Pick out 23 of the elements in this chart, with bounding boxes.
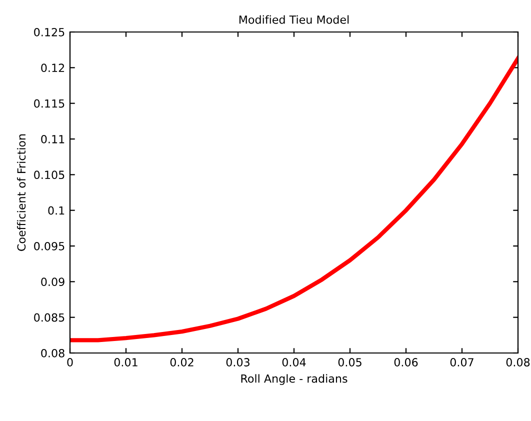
chart-title: Modified Tieu Model [239,15,349,24]
x-tick-label: 0.05 [338,358,362,366]
x-tick-label: 0.07 [450,358,474,366]
y-tick-label: 0.08 [41,348,64,358]
x-tick-label: 0.01 [114,358,138,366]
y-tick-label: 0.1 [48,206,64,215]
x-tick-label: 0.02 [170,358,194,366]
x-tick-label: 0.04 [282,358,306,366]
y-axis-title: Coefficient of Friction [17,134,26,251]
y-tick-label: 0.085 [34,313,64,322]
y-tick-label: 0.095 [34,242,64,250]
x-tick-label: 0.06 [394,358,418,366]
y-tick-label: 0.12 [41,64,64,72]
y-tick-label: 0.115 [34,99,64,108]
x-tick-label: 0 [67,358,73,366]
x-tick-label: 0.03 [226,358,250,366]
y-tick-label: 0.09 [41,278,64,286]
y-tick-label: 0.125 [34,28,64,36]
x-tick-label: 0.08 [506,358,530,366]
line-series [70,56,518,342]
y-tick-label: 0.11 [41,134,64,144]
y-tick-label: 0.105 [34,170,64,180]
x-axis-title: Roll Angle - radians [241,374,348,385]
